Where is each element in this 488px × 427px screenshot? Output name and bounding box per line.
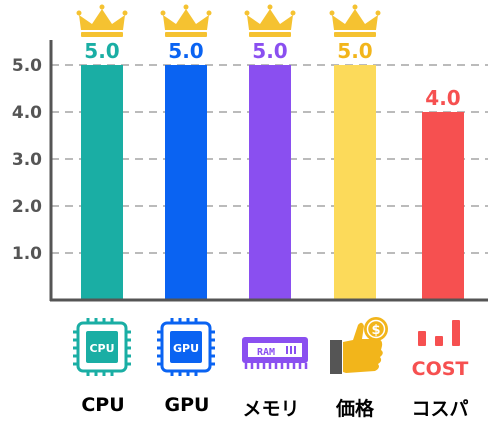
- value-label-cpu: 5.0: [84, 39, 119, 63]
- bar-gpu: [165, 65, 207, 300]
- crown-icon: [76, 4, 128, 37]
- y-tick-labels: 1.0 2.0 3.0 4.0 5.0: [12, 56, 42, 264]
- y-tick-label: 5.0: [12, 56, 42, 76]
- category-label-memory: メモリ: [242, 398, 300, 420]
- gpu-chip-text: GPU: [173, 342, 199, 355]
- value-label-cospa: 4.0: [425, 86, 460, 110]
- bar-cpu: [81, 65, 123, 300]
- bars: [81, 65, 464, 300]
- value-label-price: 5.0: [337, 39, 372, 63]
- category-label-cpu: CPU: [81, 394, 125, 416]
- coin-symbol: $: [371, 323, 380, 338]
- bar-price: [334, 65, 376, 300]
- ram-chip-text: RAM: [257, 347, 275, 358]
- memory-ram-icon: RAM: [242, 337, 308, 369]
- category-label-gpu: GPU: [164, 394, 210, 416]
- bar-memory: [249, 65, 291, 300]
- crowns: [76, 4, 381, 37]
- gpu-chip-icon: GPU: [157, 318, 215, 376]
- cpu-chip-text: CPU: [89, 342, 114, 355]
- crown-icon: [244, 4, 296, 37]
- cost-text: COST: [412, 358, 469, 380]
- value-label-memory: 5.0: [252, 39, 287, 63]
- crown-icon: [329, 4, 381, 37]
- value-labels: 5.0 5.0 5.0 5.0 4.0: [84, 39, 460, 110]
- cost-bars-icon: COST: [412, 320, 469, 380]
- y-tick-label: 1.0: [12, 244, 42, 264]
- value-label-gpu: 5.0: [168, 39, 203, 63]
- bar-cospa: [422, 112, 464, 300]
- gridlines: [51, 64, 488, 254]
- y-tick-label: 2.0: [12, 197, 42, 217]
- category-label-price: 価格: [335, 398, 374, 420]
- crown-icon: [160, 4, 212, 37]
- y-tick-label: 3.0: [12, 150, 42, 170]
- cpu-chip-icon: CPU: [73, 318, 131, 376]
- y-tick-label: 4.0: [12, 103, 42, 123]
- price-thumbs-up-icon: $: [330, 317, 388, 374]
- category-label-cospa: コスパ: [411, 398, 469, 420]
